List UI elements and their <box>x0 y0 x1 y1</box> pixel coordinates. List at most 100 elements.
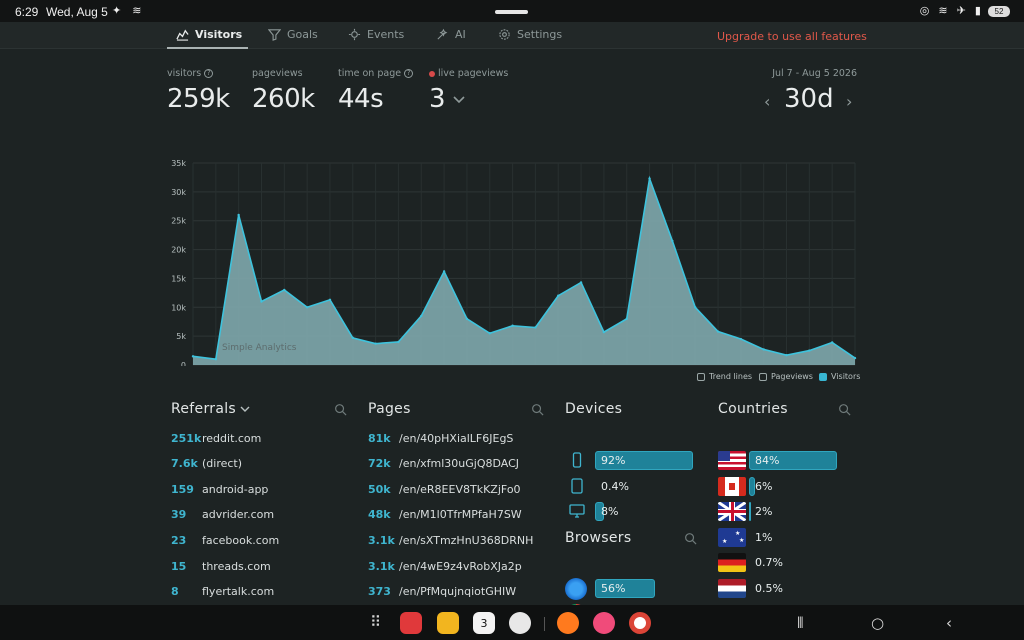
calendar-app-icon[interactable]: 3 <box>473 612 495 634</box>
device-bar[interactable]: 0.4% <box>595 477 702 496</box>
legend-trend-lines[interactable]: Trend lines <box>697 372 752 381</box>
bar-percent: 56% <box>601 582 626 595</box>
live-value: 3 <box>429 84 446 114</box>
stat-label-text: pageviews <box>252 68 303 79</box>
search-icon[interactable] <box>838 403 851 416</box>
country-bar[interactable]: 0.5% <box>749 579 854 598</box>
home-button[interactable]: ○ <box>871 614 885 632</box>
page-row[interactable]: 81k/en/40pHXialLF6JEgS <box>368 430 513 446</box>
row-label: /en/PfMqujnqiotGHIW <box>399 585 517 599</box>
legend-checkbox[interactable] <box>759 372 767 381</box>
upgrade-link[interactable]: Upgrade to use all features <box>717 30 867 43</box>
row-label: threads.com <box>202 559 271 573</box>
row-label: /en/xfml30uGjQ8DACJ <box>399 457 520 471</box>
info-icon[interactable]: ? <box>404 69 414 78</box>
bar-percent: 0.4% <box>601 479 629 493</box>
watermark-text: Simple Analytics <box>222 343 297 353</box>
live-dot-icon <box>429 70 435 77</box>
pageviews-stat-value: 260k <box>252 84 315 114</box>
prev-period-icon[interactable]: ‹ <box>764 92 771 111</box>
flag-us-icon <box>718 451 746 470</box>
tablet-icon <box>569 477 585 494</box>
tab-events[interactable]: Events <box>348 28 404 41</box>
search-icon[interactable] <box>531 403 544 416</box>
country-bar[interactable]: 2% <box>749 502 854 522</box>
stat-label-text: time on page <box>338 68 402 79</box>
chart-icon <box>176 29 189 41</box>
tab-label: AI <box>455 28 466 41</box>
referral-row[interactable]: 159 android-app <box>171 481 268 497</box>
legend-visitors[interactable]: Visitors <box>819 372 860 381</box>
legend-pageviews[interactable]: Pageviews <box>759 372 813 381</box>
referral-row[interactable]: 251k reddit.com <box>171 430 261 446</box>
referral-row[interactable]: 39 advrider.com <box>171 507 274 523</box>
pageviews-stat-label: pageviews <box>252 68 303 79</box>
tab-ai[interactable]: AI <box>436 28 466 41</box>
period-selector[interactable]: 30d <box>784 84 834 114</box>
tab-label: Settings <box>517 28 563 41</box>
legend-checkbox[interactable] <box>819 372 827 381</box>
chrome-app-icon[interactable] <box>629 612 651 634</box>
page-row[interactable]: 3.1k/en/4wE9z4vRobXJa2p <box>368 558 522 574</box>
recents-button[interactable]: ⦀ <box>797 614 804 632</box>
search-icon[interactable] <box>684 532 697 545</box>
chevron-down-icon <box>240 406 250 412</box>
data-point <box>830 341 834 344</box>
row-label: android-app <box>202 482 269 496</box>
bar-percent: 6% <box>755 479 773 493</box>
visitors-chart[interactable]: 05k10k15k20k25k30k35kJul 7Jul 9Jul 11Jul… <box>160 134 860 366</box>
drag-handle[interactable] <box>495 10 528 14</box>
tab-label: Visitors <box>195 28 243 41</box>
camera-app-icon[interactable] <box>509 612 531 634</box>
data-point <box>785 353 788 357</box>
referral-row[interactable]: 15 threads.com <box>171 558 271 574</box>
referrals-title[interactable]: Referrals <box>171 401 250 417</box>
referral-row[interactable]: 7.6k (direct) <box>171 456 242 472</box>
country-bar[interactable]: 6% <box>749 476 854 496</box>
app-drawer-icon[interactable]: ⠿ <box>370 613 381 631</box>
bar-fill <box>749 528 751 547</box>
referral-row[interactable]: 8 flyertalk.com <box>171 584 274 600</box>
firefox-app-icon[interactable] <box>557 612 579 634</box>
data-point <box>602 330 606 334</box>
row-count: 72k <box>368 457 391 471</box>
referral-row[interactable]: 23 facebook.com <box>171 532 279 548</box>
bar-percent: 0.7% <box>755 556 783 570</box>
gallery-app-icon[interactable] <box>593 612 615 634</box>
back-button[interactable]: ‹ <box>946 614 952 632</box>
stat-label-text: live pageviews <box>438 68 509 79</box>
country-bar[interactable]: 0.7% <box>749 553 854 572</box>
page-row[interactable]: 3.1k/en/sXTmzHnU368DRNH <box>368 532 533 548</box>
browser-bar[interactable]: 56% <box>595 579 702 598</box>
live-pageviews-stat-value[interactable]: 3 <box>429 84 465 114</box>
data-point <box>671 239 674 243</box>
row-label: /en/eR8EEV8TkKZjFo0 <box>399 482 521 496</box>
legend-checkbox[interactable] <box>697 372 705 381</box>
flipboard-app-icon[interactable] <box>400 612 422 634</box>
country-bar[interactable]: 1% <box>749 528 854 547</box>
visitors-stat-value: 259k <box>167 84 230 114</box>
data-point <box>237 213 240 217</box>
data-point <box>511 324 514 327</box>
pages-title: Pages <box>368 401 411 417</box>
info-icon[interactable]: ? <box>204 69 214 78</box>
device-bar[interactable]: 8% <box>595 502 702 522</box>
status-date: Wed, Aug 5 <box>46 5 108 19</box>
active-tab-indicator <box>167 47 248 49</box>
files-app-icon[interactable] <box>437 612 459 634</box>
page-row[interactable]: 72k/en/xfml30uGjQ8DACJ <box>368 456 519 472</box>
search-icon[interactable] <box>334 403 347 416</box>
page-row[interactable]: 50k/en/eR8EEV8TkKZjFo0 <box>368 481 521 497</box>
page-row[interactable]: 48k/en/M1l0TfrMPfaH7SW <box>368 507 522 523</box>
page-row[interactable]: 373/en/PfMqujnqiotGHIW <box>368 584 516 600</box>
country-bar[interactable]: 84% <box>749 451 854 470</box>
tab-visitors[interactable]: Visitors <box>176 28 242 41</box>
tab-settings[interactable]: Settings <box>498 28 562 41</box>
device-bar[interactable]: 92% <box>595 451 702 470</box>
data-point <box>579 281 583 284</box>
next-period-icon[interactable]: › <box>846 92 853 111</box>
panel-title-text: Browsers <box>565 530 632 546</box>
row-count: 159 <box>171 482 194 496</box>
row-count: 3.1k <box>368 533 395 547</box>
tab-goals[interactable]: Goals <box>268 28 318 41</box>
